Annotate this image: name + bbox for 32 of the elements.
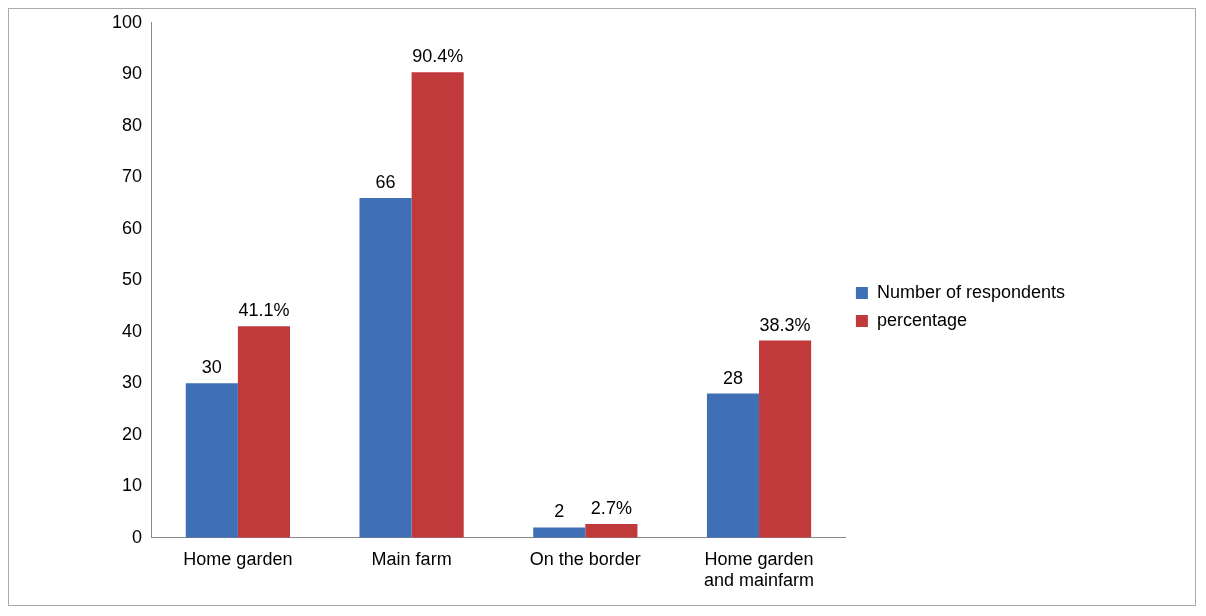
y-tick-label: 80 xyxy=(122,114,143,135)
bar xyxy=(185,383,238,538)
data-label: 38.3% xyxy=(759,314,811,335)
y-tick-label: 60 xyxy=(122,217,143,238)
y-tick-label: 20 xyxy=(122,423,143,444)
y-tick-label: 10 xyxy=(122,475,143,496)
legend-label: Number of respondents xyxy=(876,281,1066,302)
data-label: 30 xyxy=(201,357,222,378)
x-tick-label: Home garden xyxy=(183,548,293,569)
y-tick-label: 70 xyxy=(122,166,143,187)
y-tick-label: 40 xyxy=(122,320,143,341)
x-tick-label: Home garden and mainfarm xyxy=(704,548,815,591)
data-label: 2.7% xyxy=(590,497,632,518)
bar xyxy=(359,197,412,538)
bar xyxy=(411,72,464,538)
y-tick-label: 90 xyxy=(122,63,143,84)
y-tick-label: 0 xyxy=(132,526,143,547)
y-tick-label: 50 xyxy=(122,269,143,290)
y-tick-label: 100 xyxy=(111,11,143,32)
bar xyxy=(585,523,638,538)
y-tick-label: 30 xyxy=(122,372,143,393)
data-label: 2 xyxy=(554,501,565,522)
data-label: 66 xyxy=(375,171,396,192)
legend-label: percentage xyxy=(876,309,967,330)
x-tick-label: On the border xyxy=(529,548,641,569)
x-tick-label: Main farm xyxy=(371,548,452,569)
data-label: 90.4% xyxy=(412,46,464,67)
bar xyxy=(237,326,291,538)
bar xyxy=(706,393,760,538)
data-label: 28 xyxy=(722,367,743,388)
data-label: 41.1% xyxy=(238,300,290,321)
bar xyxy=(759,340,812,538)
